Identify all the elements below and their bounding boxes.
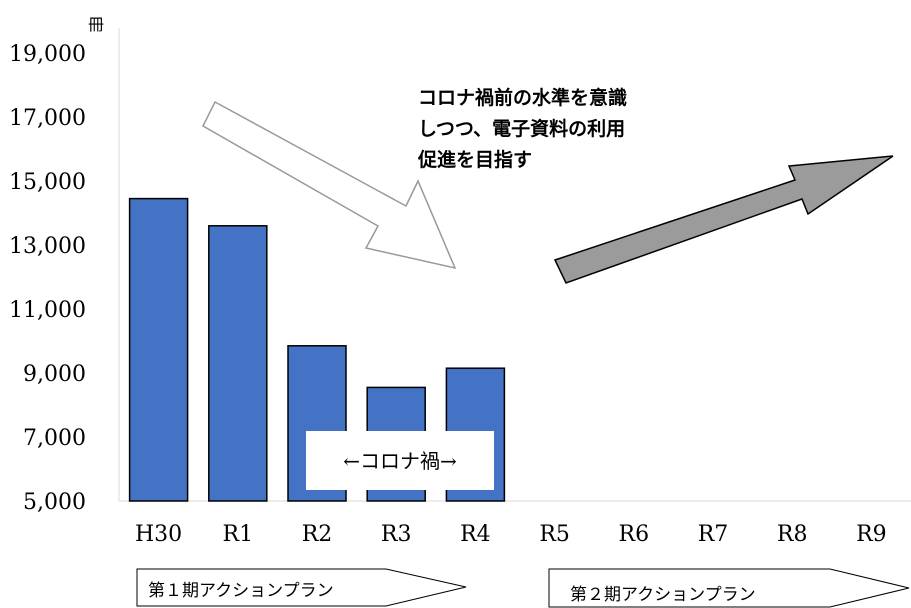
x-tick-label-r2: R2 <box>302 522 333 547</box>
y-tick-label: 17,000 <box>9 106 86 131</box>
y-tick-label: 5,000 <box>23 490 86 515</box>
x-tick-label-r4: R4 <box>460 522 491 547</box>
y-tick-labels: 5,000 7,000 9,000 11,000 13,000 15,000 17,000 1… <box>9 42 86 515</box>
x-tick-label-r7: R7 <box>698 522 729 547</box>
downward-trend-arrow <box>202 100 457 270</box>
x-tick-label-r3: R3 <box>381 522 412 547</box>
y-tick-label: 15,000 <box>9 170 86 195</box>
x-tick-label-r1: R1 <box>223 522 254 547</box>
x-tick-labels: H30 R1 R2 R3 R4 R5 R6 R7 R8 R9 <box>135 522 887 547</box>
corona-label-box <box>306 431 494 490</box>
x-tick-label-r6: R6 <box>619 522 650 547</box>
x-tick-label-r9: R9 <box>856 522 887 547</box>
bar-r1 <box>208 225 268 502</box>
plan-1-label: 第１期アクションプラン <box>148 581 334 601</box>
bar-h30 <box>128 197 189 502</box>
y-tick-label: 13,000 <box>9 234 86 259</box>
y-tick-label: 11,000 <box>9 298 86 323</box>
upward-target-arrow <box>553 155 894 284</box>
x-tick-label-r8: R8 <box>777 522 808 547</box>
plan-2-label: 第２期アクションプラン <box>570 585 756 605</box>
y-unit-label: 冊 <box>88 15 104 34</box>
goal-note-line-1: コロナ禍前の水準を意識 <box>418 86 627 109</box>
x-tick-label-h30: H30 <box>135 522 182 547</box>
plan-2-arrow-shape <box>548 568 910 608</box>
corona-label: ←コロナ禍→ <box>343 449 457 473</box>
goal-note-line-3: 促進を目指す <box>417 148 532 171</box>
x-tick-label-r5: R5 <box>539 522 570 547</box>
y-tick-label: 7,000 <box>23 426 86 451</box>
y-tick-label: 19,000 <box>9 42 86 67</box>
y-tick-label: 9,000 <box>23 362 86 387</box>
plan-1-arrow-shape <box>136 568 467 607</box>
goal-note-line-2: しつつ、電子資料の利用 <box>418 117 625 140</box>
